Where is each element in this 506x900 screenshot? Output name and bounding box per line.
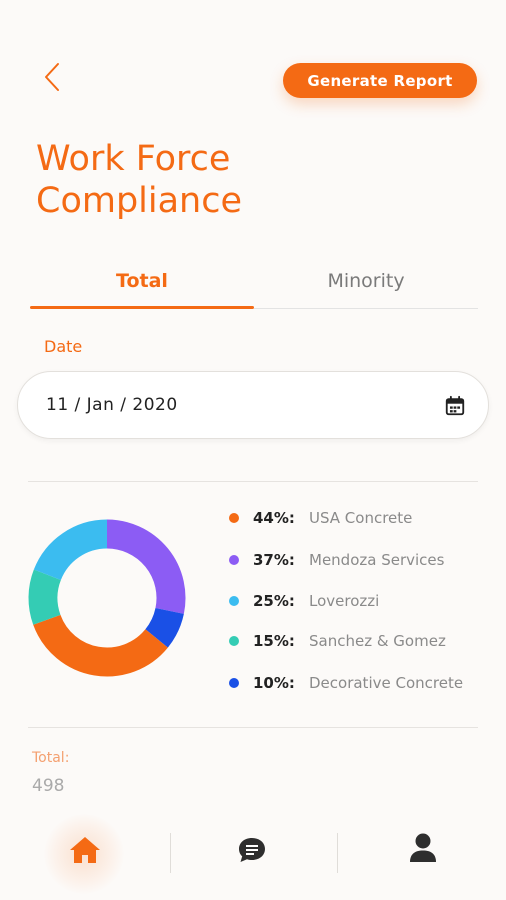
legend-dot: [229, 678, 239, 688]
date-value: 11 / Jan / 2020: [46, 395, 178, 415]
legend-dot: [229, 636, 239, 646]
section-divider: [28, 481, 478, 482]
generate-report-button[interactable]: Generate Report: [283, 63, 477, 98]
legend-percent: 25%:: [253, 592, 295, 610]
chevron-left-icon: [45, 63, 59, 91]
legend-item: 15%: Sanchez & Gomez: [229, 628, 499, 654]
section-divider: [28, 727, 478, 728]
legend-dot: [229, 513, 239, 523]
legend-dot: [229, 555, 239, 565]
legend-name: Mendoza Services: [309, 551, 445, 569]
legend-item: 25%: Loverozzi: [229, 588, 499, 614]
date-label: Date: [44, 337, 83, 356]
legend-dot: [229, 596, 239, 606]
donut-segment: [33, 614, 168, 677]
legend-item: 10%: Decorative Concrete: [229, 670, 499, 696]
donut-segment: [28, 569, 62, 625]
legend-name: Sanchez & Gomez: [309, 632, 446, 650]
legend-percent: 10%:: [253, 674, 295, 692]
date-input[interactable]: 11 / Jan / 2020: [17, 371, 489, 439]
home-icon: [70, 837, 100, 863]
tab-minority[interactable]: Minority: [327, 270, 405, 292]
legend-name: Decorative Concrete: [309, 674, 464, 692]
donut-chart: [28, 519, 186, 677]
total-value: 498: [32, 776, 65, 796]
tab-divider: [254, 308, 478, 309]
legend-name: Loverozzi: [309, 592, 380, 610]
page-title: Work Force Compliance: [36, 139, 243, 221]
legend-item: 44%: USA Concrete: [229, 505, 499, 531]
donut-segment: [33, 519, 108, 581]
user-icon: [410, 833, 436, 862]
nav-separator: [170, 833, 171, 873]
back-button[interactable]: [36, 60, 68, 94]
chat-icon: [239, 838, 265, 862]
legend-name: USA Concrete: [309, 509, 413, 527]
tab-bar: Total Minority: [30, 255, 478, 310]
tab-total[interactable]: Total: [116, 270, 168, 292]
calendar-icon[interactable]: [444, 395, 466, 417]
nav-profile[interactable]: [338, 808, 506, 900]
legend-percent: 15%:: [253, 632, 295, 650]
donut-segment: [144, 607, 184, 648]
nav-chat[interactable]: [170, 808, 338, 900]
legend-item: 37%: Mendoza Services: [229, 547, 499, 573]
legend-percent: 37%:: [253, 551, 295, 569]
tab-active-indicator: [30, 306, 254, 309]
total-label: Total:: [32, 750, 70, 766]
legend-percent: 44%:: [253, 509, 295, 527]
bottom-nav: [0, 808, 506, 900]
donut-segment: [106, 519, 186, 614]
nav-home[interactable]: [0, 808, 168, 900]
nav-separator: [337, 833, 338, 873]
